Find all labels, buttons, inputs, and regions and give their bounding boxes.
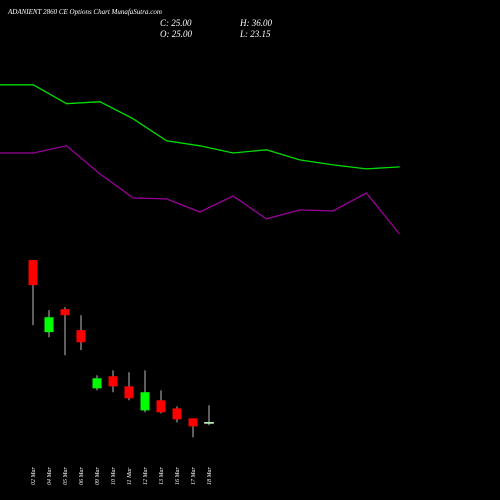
candle-body bbox=[124, 386, 134, 399]
high-label: H: 36.00 bbox=[239, 18, 272, 28]
candle-body bbox=[188, 418, 198, 427]
candle-body bbox=[76, 330, 86, 343]
candle-body bbox=[172, 408, 182, 420]
moving-average-line bbox=[0, 145, 401, 235]
x-tick-label: 02 Mar bbox=[31, 467, 37, 485]
x-tick-label: 04 Mar bbox=[46, 467, 53, 485]
candle-body bbox=[60, 309, 70, 316]
x-tick-label: 16 Mar bbox=[175, 467, 181, 485]
x-tick-label: 09 Mar bbox=[95, 467, 101, 485]
open-label: O: 25.00 bbox=[160, 29, 192, 39]
x-tick-label: 12 Mar bbox=[143, 467, 149, 485]
candle-body bbox=[204, 422, 214, 424]
x-tick-label: 10 Mar bbox=[111, 467, 117, 485]
chart-title: ADANIENT 2860 CE Options Chart MunafaSut… bbox=[7, 8, 162, 16]
candle-body bbox=[156, 400, 166, 413]
x-tick-label: 05 Mar bbox=[63, 467, 69, 485]
candle-body bbox=[92, 378, 102, 389]
candle-body bbox=[108, 376, 118, 387]
x-tick-label: 11 Mar bbox=[127, 467, 133, 485]
x-tick-label: 17 Mar bbox=[191, 467, 197, 485]
low-label: L: 23.15 bbox=[239, 29, 271, 39]
moving-average-line bbox=[0, 84, 400, 170]
candle-body bbox=[44, 317, 54, 333]
x-tick-label: 18 Mar bbox=[207, 467, 213, 485]
candle-body bbox=[28, 260, 38, 286]
x-tick-label: 13 Mar bbox=[159, 467, 165, 485]
close-label: C: 25.00 bbox=[160, 18, 192, 28]
candle-body bbox=[140, 392, 150, 411]
x-tick-label: 06 Mar bbox=[79, 467, 85, 485]
